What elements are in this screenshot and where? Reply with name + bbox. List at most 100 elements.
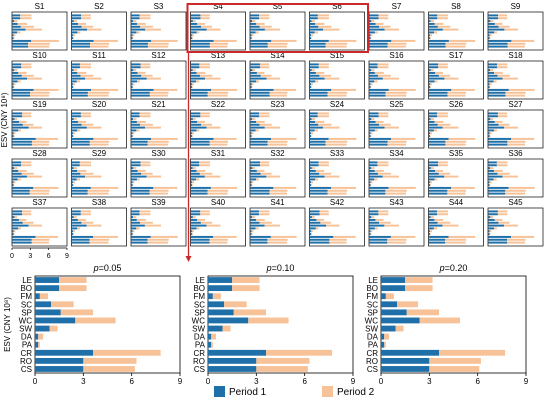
mini-bar-period-2 [195,178,200,181]
mini-bar-period-2 [204,175,221,178]
mini-bar-period-1 [12,74,22,77]
bar-period-2-ro [256,357,310,364]
mini-bar-period-2 [73,132,75,135]
mini-bar-period-1 [429,34,431,37]
mini-bar-period-2 [489,233,491,236]
bar-period-1-wc [208,317,249,324]
mini-bar-period-2 [79,63,91,66]
mini-bar-period-2 [371,69,375,72]
bar-period-1-sc [35,301,52,308]
mini-bar-period-2 [430,69,434,72]
mini-bar-period-2 [77,169,87,172]
mini-bar-period-1 [369,178,375,181]
x-tick-label: 0 [206,377,211,386]
bar-period-1-bo [381,285,406,292]
mini-bar-period-2 [28,42,50,45]
mini-bar-period-2 [377,164,389,167]
mini-bar-period-1 [131,235,151,238]
mini-bar-period-1 [131,42,148,45]
mini-bar-period-2 [199,66,210,69]
mini-bar-period-1 [191,126,207,129]
mini-bar-period-1 [72,39,94,42]
mini-bar-period-1 [488,224,505,227]
mini-bar-period-1 [131,169,138,172]
mini-chart-frame [487,158,544,198]
mini-bar-period-2 [153,186,178,189]
mini-bar-period-1 [72,28,88,31]
mini-bar-period-1 [250,69,253,72]
mini-bar-period-2 [325,45,347,48]
mini-bar-period-2 [437,210,448,213]
mini-bar-period-1 [488,137,512,140]
mini-chart-label: S18 [508,51,523,60]
mini-bar-period-1 [310,71,316,74]
mini-chart-frame [130,207,187,247]
bar-period-2-wc [419,317,460,324]
mini-bar-period-1 [310,115,318,118]
highlight-box-s4-s6 [186,3,369,53]
bar-period-1-sc [381,301,398,308]
mini-bar-period-2 [20,17,32,20]
mini-bar-period-1 [250,137,272,140]
mini-bar-period-1 [131,45,148,48]
mini-bar-period-1 [250,132,252,135]
mini-bar-period-2 [200,221,213,224]
mini-bar-period-1 [429,94,448,97]
mini-bar-period-2 [136,227,140,230]
mini-bar-period-1 [12,83,14,86]
mini-bar-period-2 [260,164,270,167]
mini-bar-period-1 [250,178,257,181]
mini-bar-period-1 [12,63,22,66]
mini-bar-period-2 [140,221,153,224]
mini-bar-period-2 [21,161,32,164]
mini-bar-period-2 [311,135,312,138]
mini-bar-period-1 [131,83,133,86]
bar-period-1-ro [35,357,84,364]
mini-bar-period-1 [131,213,140,216]
mini-bar-period-2 [311,233,312,236]
mini-bar-period-1 [12,112,23,115]
mini-bar-period-1 [131,115,140,118]
mini-chart-frame [130,11,187,51]
mini-bar-period-1 [72,175,86,178]
mini-bar-period-2 [315,120,325,123]
mini-chart-s29: S29 [71,149,127,198]
mini-bar-period-1 [191,77,205,80]
mini-bar-period-2 [497,112,508,115]
mini-chart-frame [309,60,365,100]
mini-bar-period-1 [12,80,18,83]
mini-chart-s27: S27 [487,100,544,149]
mini-bar-period-1 [488,167,491,170]
mini-chart-s10: S10 [11,51,68,100]
mini-bar-period-1 [488,132,490,135]
mini-bar-period-1 [369,137,392,140]
category-label-ro: RO [366,357,378,366]
mini-bar-period-2 [490,167,494,170]
mini-bar-period-2 [271,39,297,42]
mini-bar-period-2 [132,34,135,37]
mini-bar-period-1 [191,34,193,37]
x-tick-label: 0 [33,377,38,386]
mini-bar-period-2 [382,175,399,178]
mini-bar-period-1 [250,227,256,230]
mini-bar-period-2 [260,74,272,77]
bar-period-1-sp [208,309,234,316]
mini-bar-period-2 [264,28,280,31]
mini-bar-period-2 [374,227,378,230]
mini-bar-period-2 [76,178,80,181]
mini-bar-period-2 [260,161,270,164]
mini-bar-period-1 [131,137,152,140]
mini-bar-period-1 [72,80,77,83]
category-label-pa: PA [22,341,33,350]
mini-bar-period-2 [371,216,375,219]
mini-bar-period-1 [12,77,28,80]
mini-bar-period-1 [488,45,508,48]
mini-bar-period-2 [22,210,32,213]
mini-bar-period-1 [310,74,320,77]
x-tick-label: 6 [302,377,307,386]
mini-bar-period-2 [256,22,265,25]
bar-period-2-pa [211,341,213,348]
mini-bar-period-1 [72,31,78,34]
mini-bar-period-2 [251,233,253,236]
mini-bar-period-2 [489,135,491,138]
